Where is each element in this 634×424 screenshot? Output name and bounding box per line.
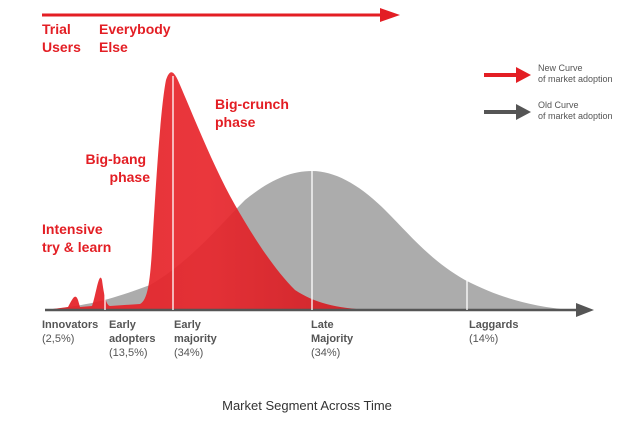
phase-big-crunch-label: Big-crunch phase <box>215 96 293 130</box>
svg-text:Laggards: Laggards <box>469 319 519 331</box>
svg-text:majority: majority <box>174 333 218 345</box>
svg-text:Late: Late <box>311 319 334 331</box>
phase-big-bang-label: Big-bang phase <box>85 151 150 185</box>
svg-text:Majority: Majority <box>311 333 354 345</box>
segment-innovators: Innovators (2,5%) <box>42 319 98 345</box>
svg-text:Early: Early <box>109 319 137 331</box>
svg-text:Early: Early <box>174 319 202 331</box>
top-arrow <box>42 8 400 22</box>
legend: New Curve of market adoption Old Curve o… <box>484 63 613 121</box>
segment-early-adopters: Early adopters (13,5%) <box>109 319 155 359</box>
new-adoption-curve <box>45 72 370 310</box>
svg-text:(34%): (34%) <box>311 347 340 359</box>
svg-text:(2,5%): (2,5%) <box>42 333 74 345</box>
everybody-else-label: Everybody Else <box>99 21 174 55</box>
legend-old-curve: Old Curve of market adoption <box>484 100 613 121</box>
old-adoption-curve <box>45 171 570 310</box>
legend-new-text: New Curve of market adoption <box>538 63 613 84</box>
svg-text:(34%): (34%) <box>174 347 203 359</box>
diagram-caption: Market Segment Across Time <box>222 398 392 413</box>
phase-intensive-label: Intensive try & learn <box>42 221 111 255</box>
segment-dividers <box>104 76 468 310</box>
segment-early-majority: Early majority (34%) <box>174 319 218 359</box>
svg-text:(13,5%): (13,5%) <box>109 347 148 359</box>
svg-text:Innovators: Innovators <box>42 319 98 331</box>
segment-late-majority: Late Majority (34%) <box>311 319 354 359</box>
svg-text:(14%): (14%) <box>469 333 498 345</box>
segment-labels: Innovators (2,5%) Early adopters (13,5%)… <box>42 319 519 359</box>
gray-arrow-icon <box>516 104 531 120</box>
svg-text:adopters: adopters <box>109 333 155 345</box>
trial-users-label: Trial Users <box>42 21 81 55</box>
legend-old-text: Old Curve of market adoption <box>538 100 613 121</box>
segment-laggards: Laggards (14%) <box>469 319 519 345</box>
red-arrow-icon <box>516 67 531 83</box>
legend-new-curve: New Curve of market adoption <box>484 63 613 84</box>
